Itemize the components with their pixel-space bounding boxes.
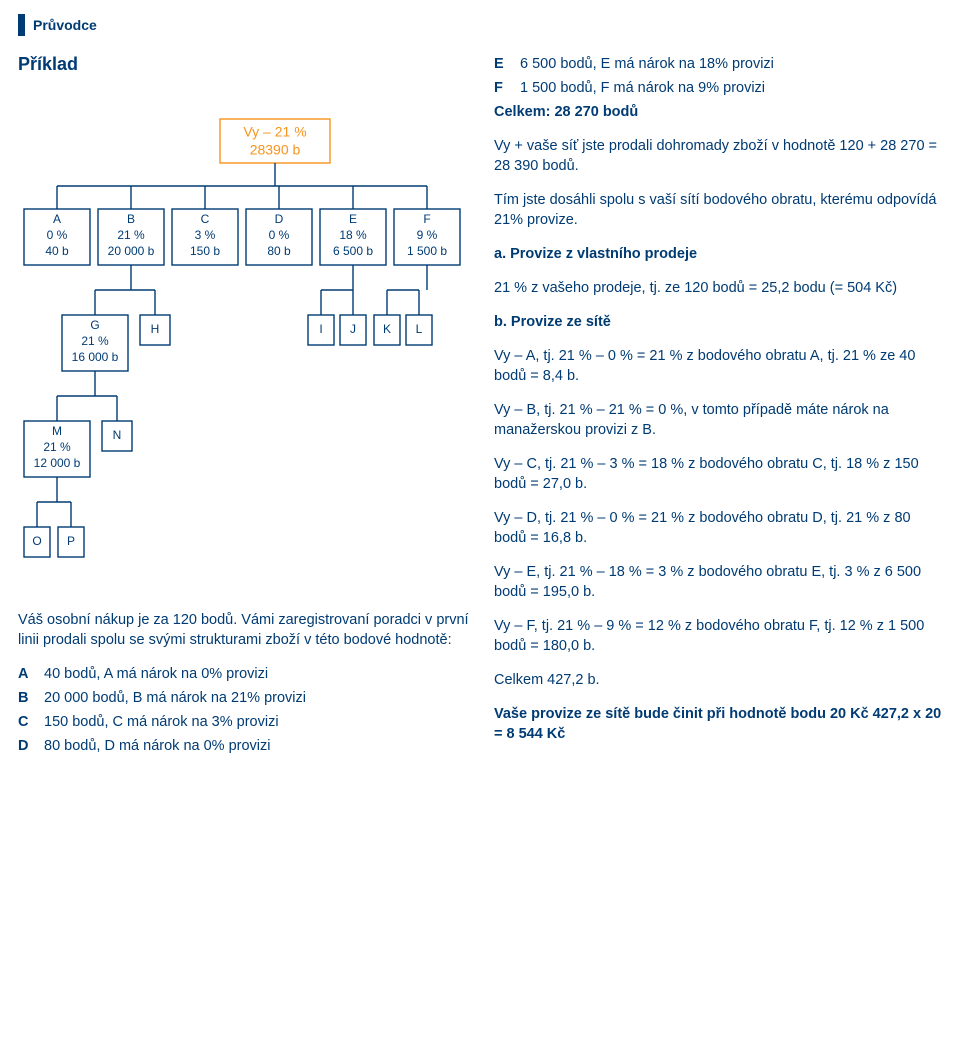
net-item: Vy – A, tj. 21 % – 0 % = 21 % z bodového… <box>494 346 942 386</box>
svg-text:3 %: 3 % <box>195 228 216 242</box>
net-item: Vy – D, tj. 21 % – 0 % = 21 % z bodového… <box>494 508 942 548</box>
tree-diagram: Vy – 21 % 28390 b A 0 % 40 b B 21 % 20 000 b C 3 … <box>18 89 470 584</box>
svg-text:40 b: 40 b <box>45 244 69 258</box>
ef-list-item: E6 500 bodů, E má nárok na 18% provizi <box>494 54 942 74</box>
svg-text:9 %: 9 % <box>417 228 438 242</box>
svg-text:6 500 b: 6 500 b <box>333 244 373 258</box>
total-2: Celkem 427,2 b. <box>494 670 942 690</box>
subheading-b: b. Provize ze sítě <box>494 312 942 332</box>
svg-text:C: C <box>201 212 210 226</box>
svg-text:1 500 b: 1 500 b <box>407 244 447 258</box>
svg-text:Vy – 21 %: Vy – 21 % <box>243 123 306 139</box>
list-value: 1 500 bodů, F má nárok na 9% provizi <box>520 78 942 98</box>
svg-text:20 000 b: 20 000 b <box>108 244 155 258</box>
list-value: 6 500 bodů, E má nárok na 18% provizi <box>520 54 942 74</box>
svg-text:M: M <box>52 424 62 438</box>
total-line: Celkem: 28 270 bodů <box>494 102 942 122</box>
ef-list-item: F1 500 bodů, F má nárok na 9% provizi <box>494 78 942 98</box>
svg-text:D: D <box>275 212 284 226</box>
list-value: 40 bodů, A má nárok na 0% provizi <box>44 664 470 684</box>
svg-text:O: O <box>32 534 41 548</box>
para-1: Vy + vaše síť jste prodali dohromady zbo… <box>494 136 942 176</box>
para-2: Tím jste dosáhli spolu s vaší sítí bodov… <box>494 190 942 230</box>
list-key: C <box>18 712 44 732</box>
network-commission-list: Vy – A, tj. 21 % – 0 % = 21 % z bodového… <box>494 346 942 656</box>
svg-text:B: B <box>127 212 135 226</box>
list-key: A <box>18 664 44 684</box>
svg-text:P: P <box>67 534 75 548</box>
left-list-item: C150 bodů, C má nárok na 3% provizi <box>18 712 470 732</box>
left-list-item: D80 bodů, D má nárok na 0% provizi <box>18 736 470 756</box>
svg-text:I: I <box>319 322 322 336</box>
svg-text:A: A <box>53 212 61 226</box>
left-list-item: A40 bodů, A má nárok na 0% provizi <box>18 664 470 684</box>
svg-text:150 b: 150 b <box>190 244 220 258</box>
list-value: 20 000 bodů, B má nárok na 21% provizi <box>44 688 470 708</box>
ef-list: E6 500 bodů, E má nárok na 18% proviziF1… <box>494 54 942 98</box>
list-key: D <box>18 736 44 756</box>
svg-text:N: N <box>113 428 122 442</box>
below-intro: Váš osobní nákup je za 120 bodů. Vámi za… <box>18 610 470 650</box>
svg-text:E: E <box>349 212 357 226</box>
list-value: 150 bodů, C má nárok na 3% provizi <box>44 712 470 732</box>
header-mark <box>18 14 25 36</box>
svg-text:L: L <box>416 322 423 336</box>
para-a: 21 % z vašeho prodeje, tj. ze 120 bodů =… <box>494 278 942 298</box>
svg-text:F: F <box>423 212 430 226</box>
final-bold: Vaše provize ze sítě bude činit při hodn… <box>494 704 942 744</box>
svg-text:21 %: 21 % <box>43 440 71 454</box>
svg-text:21 %: 21 % <box>117 228 145 242</box>
right-column: E6 500 bodů, E má nárok na 18% proviziF1… <box>494 54 942 758</box>
left-column: Příklad Vy – 21 % 28390 b A 0 % 40 b B 21 % 20 … <box>18 54 470 760</box>
svg-text:18 %: 18 % <box>339 228 367 242</box>
net-item: Vy – C, tj. 21 % – 3 % = 18 % z bodového… <box>494 454 942 494</box>
header-label: Průvodce <box>33 17 97 33</box>
list-value: 80 bodů, D má nárok na 0% provizi <box>44 736 470 756</box>
svg-text:K: K <box>383 322 391 336</box>
svg-text:J: J <box>350 322 356 336</box>
svg-text:0 %: 0 % <box>47 228 68 242</box>
svg-text:12 000 b: 12 000 b <box>34 456 81 470</box>
list-key: B <box>18 688 44 708</box>
example-title: Příklad <box>18 54 470 75</box>
list-key: F <box>494 78 520 98</box>
svg-text:16 000 b: 16 000 b <box>72 350 119 364</box>
net-item: Vy – B, tj. 21 % – 21 % = 0 %, v tomto p… <box>494 400 942 440</box>
svg-text:80 b: 80 b <box>267 244 291 258</box>
svg-text:G: G <box>90 318 99 332</box>
svg-text:0 %: 0 % <box>269 228 290 242</box>
left-text-block: Váš osobní nákup je za 120 bodů. Vámi za… <box>18 610 470 756</box>
page-header: Průvodce <box>18 14 942 36</box>
svg-text:H: H <box>151 322 160 336</box>
list-key: E <box>494 54 520 74</box>
subheading-a: a. Provize z vlastního prodeje <box>494 244 942 264</box>
svg-text:21 %: 21 % <box>81 334 109 348</box>
svg-text:28390 b: 28390 b <box>250 141 301 157</box>
net-item: Vy – F, tj. 21 % – 9 % = 12 % z bodového… <box>494 616 942 656</box>
net-item: Vy – E, tj. 21 % – 18 % = 3 % z bodového… <box>494 562 942 602</box>
left-list-item: B20 000 bodů, B má nárok na 21% provizi <box>18 688 470 708</box>
